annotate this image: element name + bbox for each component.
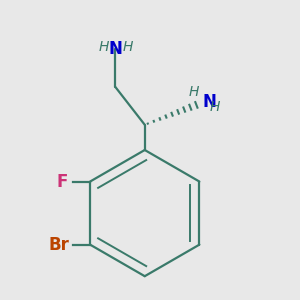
Text: H: H bbox=[98, 40, 109, 53]
Text: Br: Br bbox=[48, 236, 69, 253]
Text: N: N bbox=[202, 93, 217, 111]
Text: H: H bbox=[210, 100, 220, 114]
Text: H: H bbox=[122, 40, 133, 53]
Text: N: N bbox=[108, 40, 122, 58]
Text: F: F bbox=[57, 172, 68, 190]
Text: H: H bbox=[189, 85, 200, 99]
